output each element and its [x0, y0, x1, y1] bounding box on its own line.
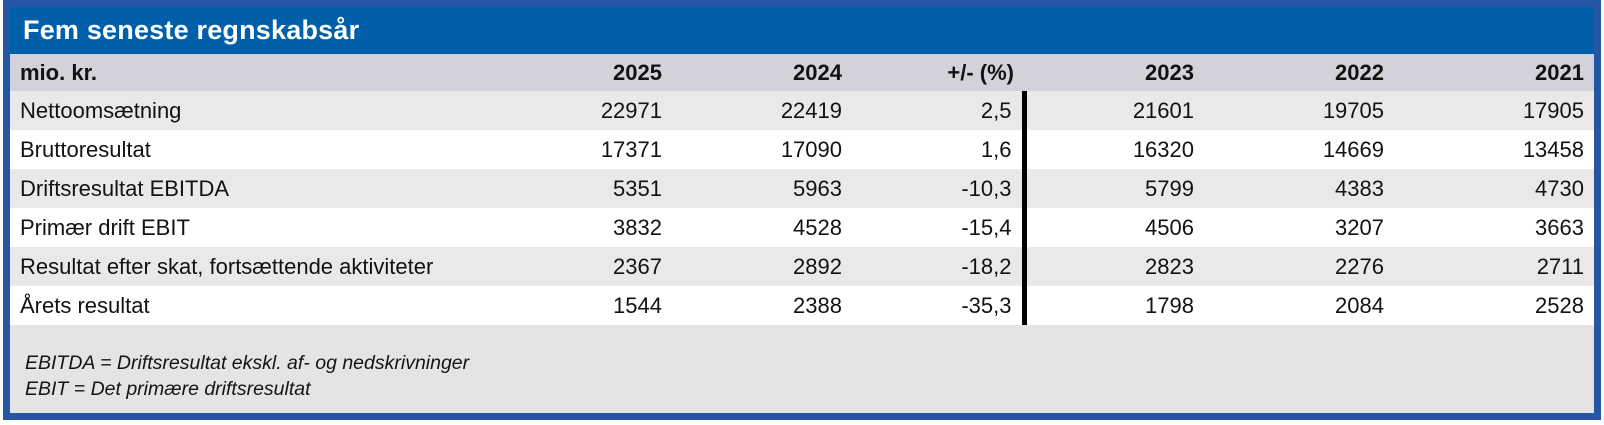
year-header-2023: 2023 [1024, 54, 1204, 91]
cell-value: 2084 [1335, 292, 1384, 318]
cell-value: 17371 [600, 136, 662, 162]
cell-value: 3663 [1535, 214, 1584, 240]
cell-value: 19705 [1322, 97, 1384, 123]
cell-value: 16320 [1132, 136, 1194, 162]
year-header-2025: 2025 [507, 54, 672, 91]
cell-value: 5351 [613, 175, 662, 201]
year-header-2021: 2021 [1394, 54, 1594, 91]
cell-value: 2823 [1145, 253, 1194, 279]
cell-value: 2711 [1536, 253, 1584, 279]
panel-title: Fem seneste regnskabsår [23, 15, 360, 45]
cell-value: 3832 [613, 214, 662, 240]
cell-value: 2367 [613, 253, 662, 279]
cell-value: -10,3 [852, 169, 1027, 208]
cell-value: 4383 [1335, 175, 1384, 201]
cell-value: 22419 [780, 97, 842, 123]
cell-value: 4528 [793, 214, 842, 240]
table-row-bruttoresultat: Bruttoresultat 17371 17090 1,6 16320 146… [10, 130, 1594, 169]
cell-value: 1798 [1145, 292, 1194, 318]
cell-value: -15,4 [852, 208, 1027, 247]
cell-value: 3207 [1335, 214, 1384, 240]
year-header-2022: 2022 [1204, 54, 1394, 91]
table-row-nettoomsaetning: Nettoomsætning 22971 22419 2,5 21601 197… [10, 91, 1594, 130]
cell-value: 2528 [1535, 292, 1584, 318]
row-label: Nettoomsætning [20, 97, 182, 123]
footnote-ebitda: EBITDA = Driftsresultat ekskl. af- og ne… [25, 352, 470, 374]
cell-value: 5963 [793, 175, 842, 201]
financial-table-panel: Fem seneste regnskabsår mio. kr. 2025 20… [3, 0, 1601, 420]
cell-value: 17905 [1522, 97, 1584, 123]
row-label: Resultat efter skat, fortsættende aktivi… [20, 253, 434, 279]
cell-value: 22971 [600, 97, 662, 123]
cell-value: 21601 [1132, 97, 1194, 123]
row-label: Bruttoresultat [20, 136, 151, 162]
cell-value: 2388 [793, 292, 842, 318]
panel-title-bar: Fem seneste regnskabsår [10, 7, 1594, 54]
table-row-driftsresultat-ebitda: Driftsresultat EBITDA 5351 5963 -10,3 57… [10, 169, 1594, 208]
cell-value: 5799 [1145, 175, 1194, 201]
cell-value: 1544 [613, 292, 662, 318]
footnotes-section: EBITDA = Driftsresultat ekskl. af- og ne… [10, 325, 1594, 413]
cell-value: 13458 [1522, 136, 1584, 162]
cell-value: 2276 [1335, 253, 1384, 279]
table-row-primaer-drift-ebit: Primær drift EBIT 3832 4528 -15,4 4506 3… [10, 208, 1594, 247]
change-pct-header: +/- (%) [852, 54, 1024, 91]
cell-value: 14669 [1322, 136, 1384, 162]
cell-value: 2,5 [852, 91, 1027, 130]
five-year-financials-table: mio. kr. 2025 2024 +/- (%) 2023 2022 202… [10, 54, 1594, 325]
cell-value: -18,2 [852, 247, 1027, 286]
cell-value: 2892 [793, 253, 842, 279]
year-header-2024: 2024 [672, 54, 852, 91]
table-row-aarets-resultat: Årets resultat 1544 2388 -35,3 1798 2084… [10, 286, 1594, 325]
cell-value: 4506 [1145, 214, 1194, 240]
cell-value: 4730 [1535, 175, 1584, 201]
row-label: Driftsresultat EBITDA [20, 175, 230, 201]
cell-value: 17090 [780, 136, 842, 162]
table-row-resultat-efter-skat: Resultat efter skat, fortsættende aktivi… [10, 247, 1594, 286]
cell-value: -35,3 [852, 286, 1027, 325]
table-header-row: mio. kr. 2025 2024 +/- (%) 2023 2022 202… [10, 54, 1594, 91]
row-label: Årets resultat [20, 292, 150, 318]
cell-value: 1,6 [852, 130, 1027, 169]
unit-header: mio. kr. [10, 54, 507, 91]
footnote-ebit: EBIT = Det primære driftsresultat [25, 378, 311, 400]
row-label: Primær drift EBIT [20, 214, 190, 240]
